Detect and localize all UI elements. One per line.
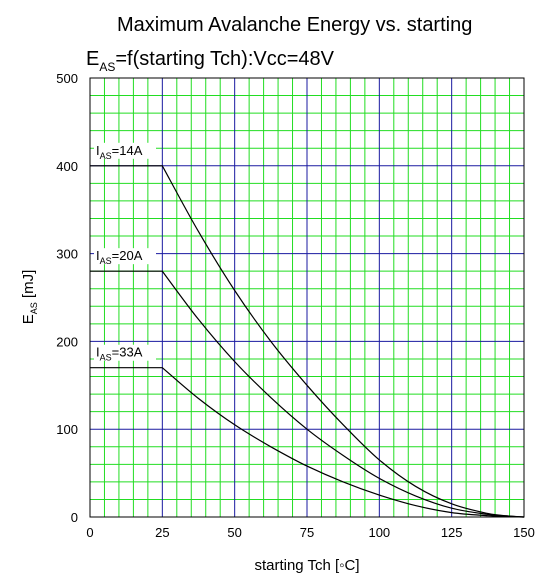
y-axis-label-sub: AS	[29, 302, 39, 314]
series-2-label-bg	[94, 248, 156, 265]
series-1-label-bg	[94, 142, 156, 159]
y-tick-label: 400	[56, 159, 78, 174]
series-3-line	[90, 367, 525, 518]
x-tick-labels: 0 25 50 75 100 125 150	[86, 525, 534, 540]
y-tick-label: 0	[71, 510, 78, 525]
plot-frame	[89, 77, 525, 518]
series-1-line	[90, 165, 525, 518]
x-tick-label: 100	[368, 525, 390, 540]
series-1-label-main: I	[96, 143, 100, 158]
chart-title-line2-rest: =f(starting Tch):Vcc=48V	[115, 48, 334, 70]
y-tick-label: 300	[56, 247, 78, 262]
y-tick-label: 500	[56, 71, 78, 86]
series-1-label-sub: AS	[100, 151, 112, 161]
chart-title-line2: EAS=f(starting Tch):Vcc=48V	[86, 48, 335, 74]
series-2-label-rest: =20A	[112, 248, 143, 263]
series-3-label: IAS=33A	[96, 345, 143, 363]
chart-title-line2-main: E	[86, 48, 99, 70]
series-3-label-rest: =33A	[112, 345, 143, 360]
y-tick-label: 200	[56, 334, 78, 349]
x-tick-label: 75	[300, 525, 314, 540]
series-3-label-bg	[94, 344, 156, 361]
x-tick-label: 50	[227, 525, 241, 540]
series-1-label: IAS=14A	[96, 143, 143, 161]
series-3-label-sub: AS	[100, 353, 112, 363]
y-axis-label-rest: [mJ]	[20, 270, 37, 303]
x-axis-label: starting Tch [◦C]	[254, 557, 359, 574]
y-tick-label: 100	[56, 422, 78, 437]
series-2-label: IAS=20A	[96, 248, 143, 266]
y-axis-label-main: E	[20, 314, 37, 324]
x-tick-label: 0	[86, 525, 93, 540]
series-2-label-sub: AS	[100, 256, 112, 266]
x-tick-label: 150	[513, 525, 535, 540]
x-tick-label: 25	[155, 525, 169, 540]
chart-title-line2-sub: AS	[99, 60, 115, 74]
series-3-label-main: I	[96, 345, 100, 360]
chart-title-line1: Maximum Avalanche Energy vs. starting	[117, 14, 472, 36]
series-2-label-main: I	[96, 248, 100, 263]
series-2-line	[90, 270, 525, 518]
y-axis-label: EAS [mJ]	[20, 270, 39, 325]
y-tick-labels: 0 100 200 300 400 500	[56, 71, 78, 525]
series-1-label-rest: =14A	[112, 143, 143, 158]
x-tick-label: 125	[441, 525, 463, 540]
